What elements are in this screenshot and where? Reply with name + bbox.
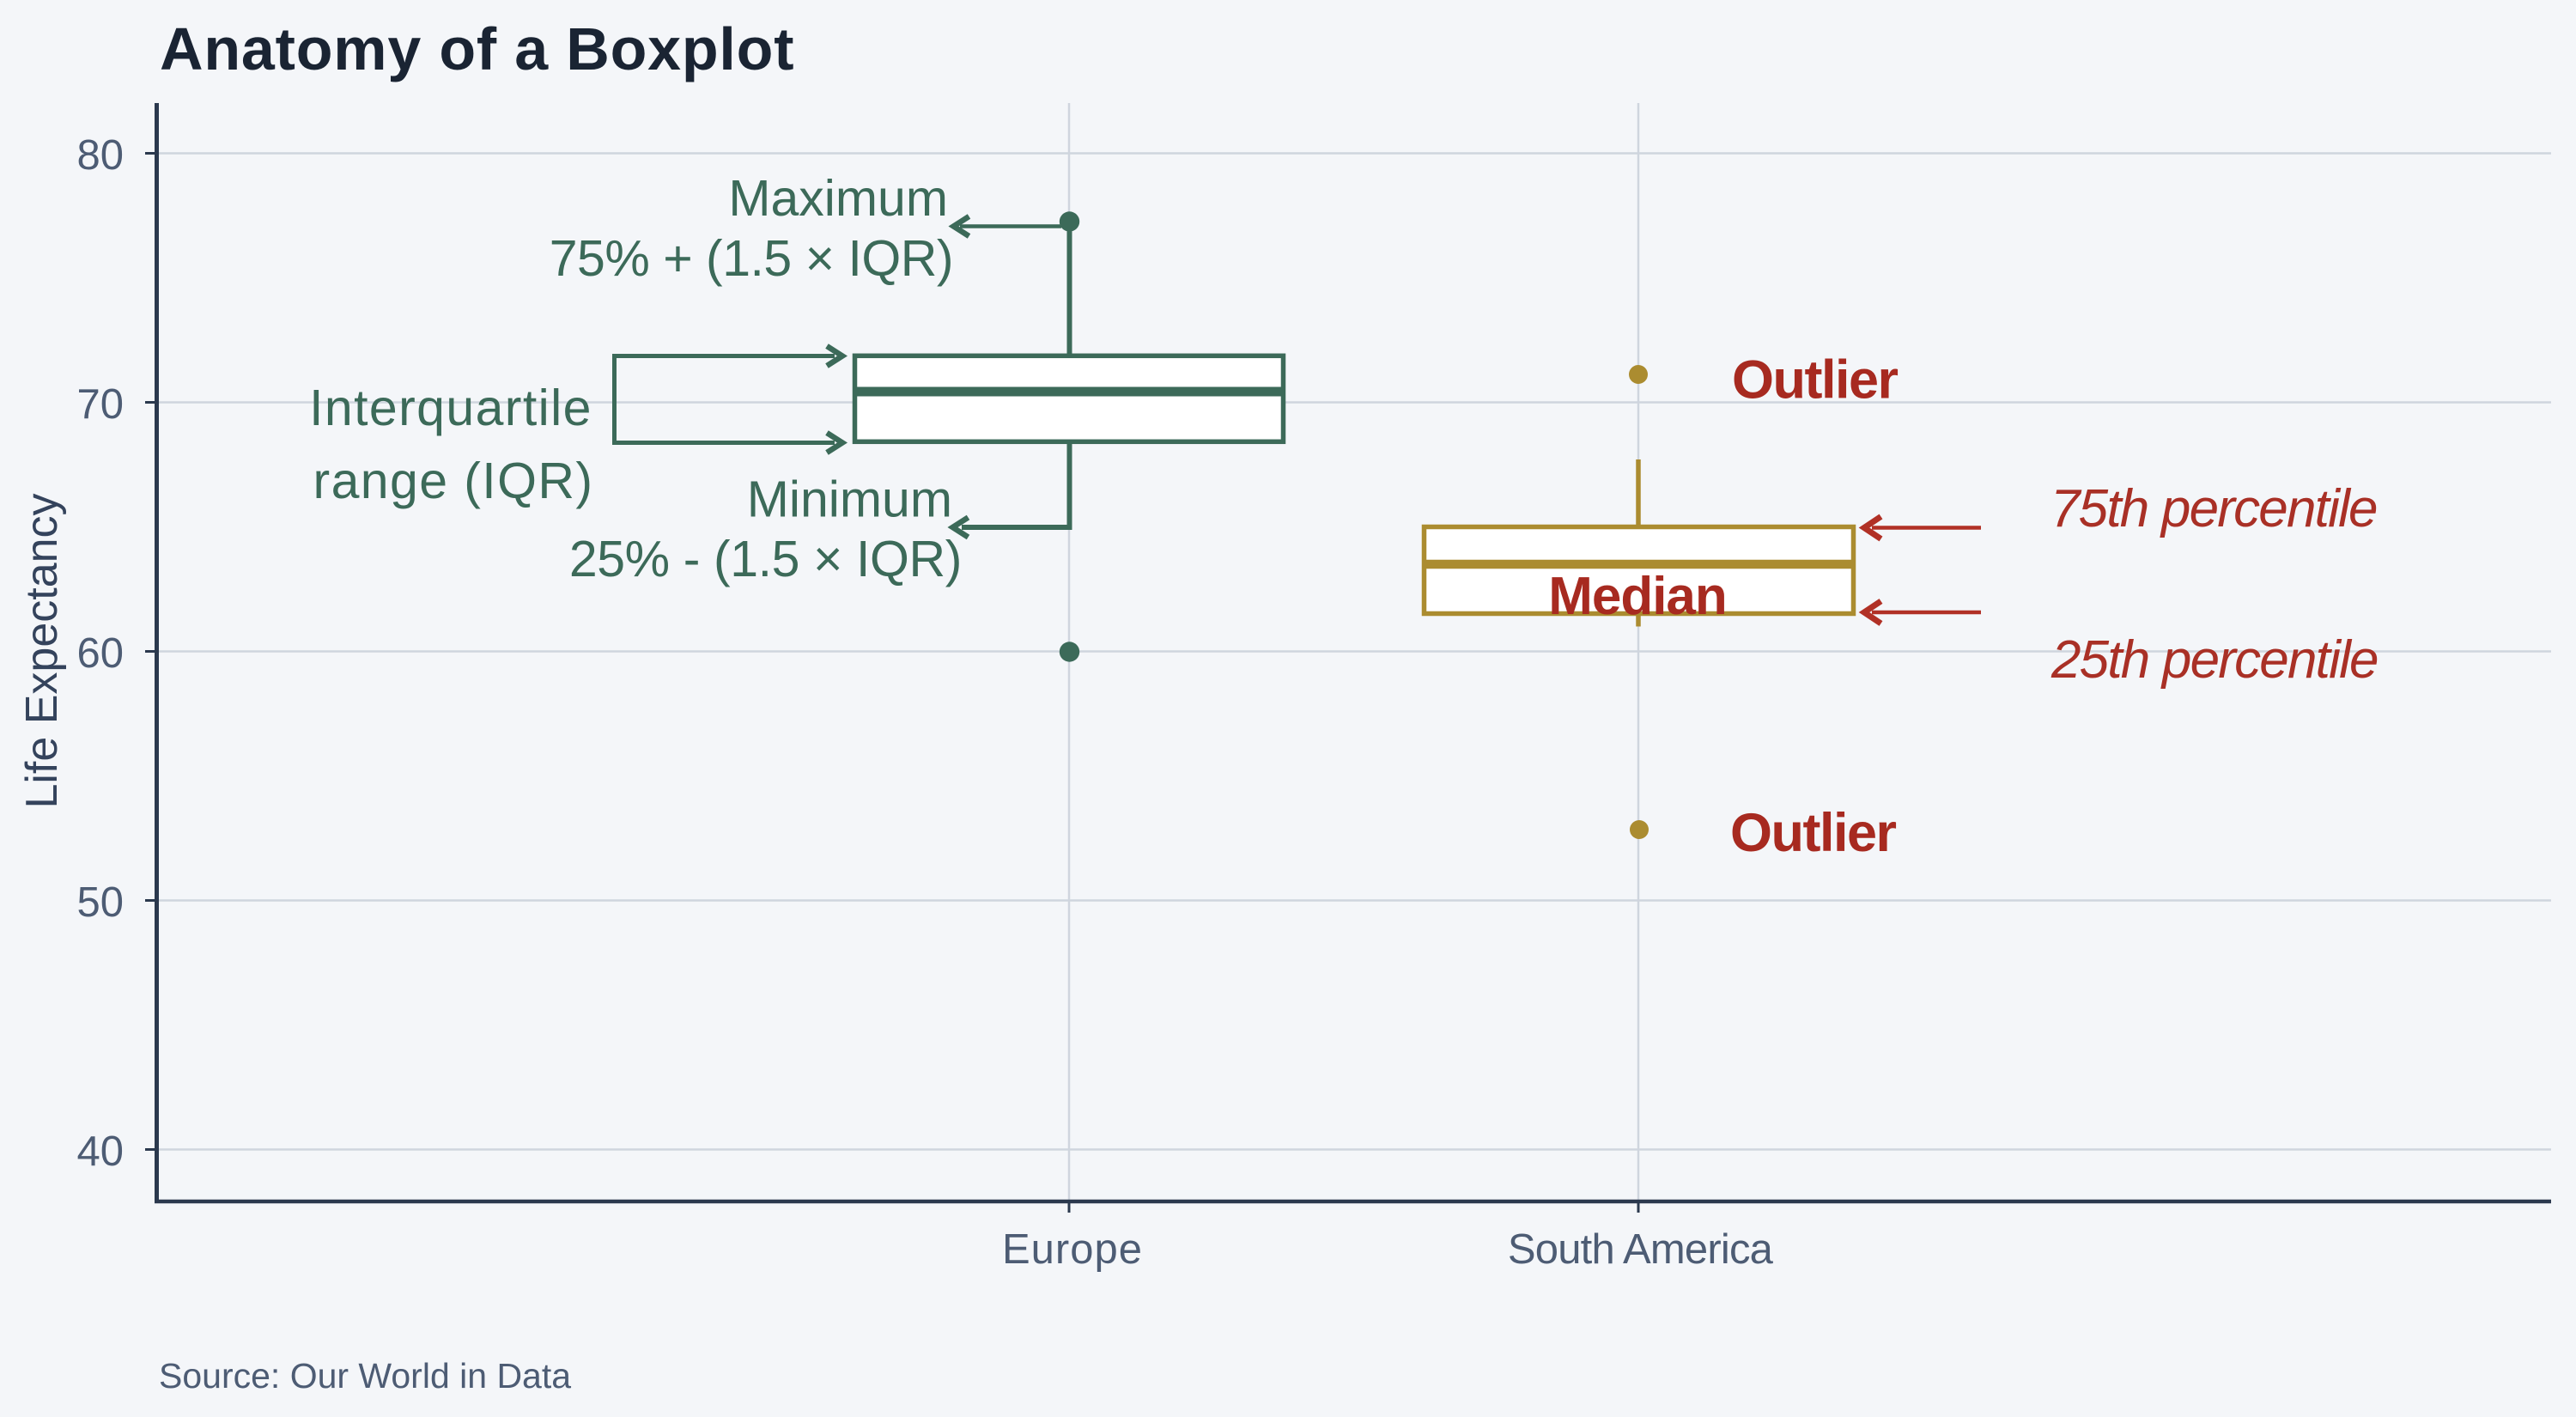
svg-text:range (IQR): range (IQR): [313, 453, 594, 509]
svg-text:75th percentile: 75th percentile: [2050, 479, 2377, 538]
svg-text:Anatomy of a Boxplot: Anatomy of a Boxplot: [160, 15, 794, 82]
svg-text:Source: Our World in Data: Source: Our World in Data: [159, 1356, 571, 1396]
svg-text:40: 40: [76, 1128, 124, 1175]
svg-text:80: 80: [76, 132, 124, 179]
svg-text:Outlier: Outlier: [1732, 350, 1899, 411]
svg-text:70: 70: [76, 381, 124, 428]
svg-text:Interquartile: Interquartile: [309, 380, 592, 436]
svg-text:25th percentile: 25th percentile: [2050, 630, 2378, 690]
svg-text:Outlier: Outlier: [1730, 803, 1897, 863]
svg-text:South America: South America: [1508, 1226, 1774, 1273]
svg-text:75% + (1.5 × IQR): 75% + (1.5 × IQR): [550, 230, 953, 287]
svg-text:50: 50: [76, 879, 124, 926]
svg-text:60: 60: [76, 630, 124, 677]
svg-text:Median: Median: [1548, 567, 1727, 626]
svg-text:Maximum: Maximum: [728, 170, 948, 227]
svg-text:Minimum: Minimum: [747, 471, 952, 528]
svg-text:Life Expectancy: Life Expectancy: [17, 493, 67, 808]
svg-text:25% - (1.5 × IQR): 25% - (1.5 × IQR): [569, 531, 962, 587]
svg-text:Europe: Europe: [1002, 1226, 1143, 1273]
